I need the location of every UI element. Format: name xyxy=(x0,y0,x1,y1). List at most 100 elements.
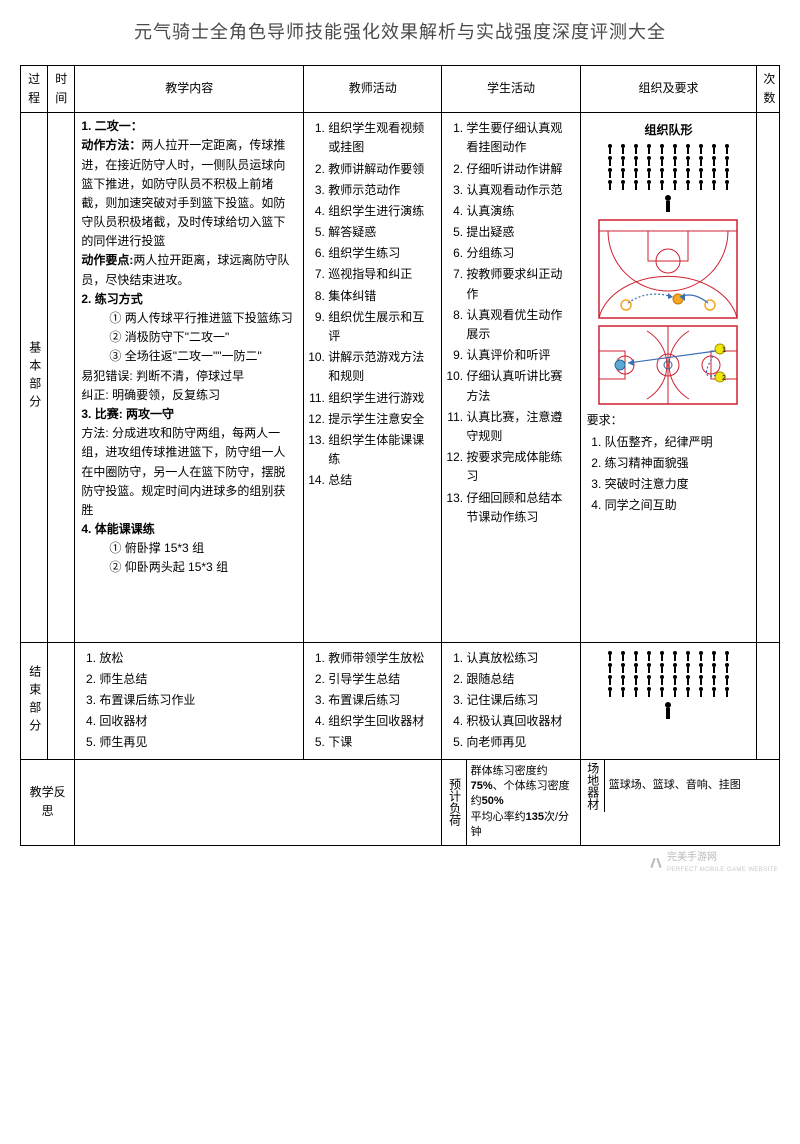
main-section-label: 基本部分 xyxy=(21,113,48,643)
list-item: 仔细认真听讲比赛方法 xyxy=(466,367,573,405)
list-item: 讲解示范游戏方法和规则 xyxy=(328,348,435,386)
list-item: 认真演练 xyxy=(466,202,573,221)
list-item: 突破时注意力度 xyxy=(605,475,751,494)
list-item: 师生再见 xyxy=(99,733,297,752)
list-item: 学生要仔细认真观看挂图动作 xyxy=(466,119,573,157)
list-item: 教师示范动作 xyxy=(328,181,435,200)
watermark-brand: 完美手游网 xyxy=(667,852,717,863)
h2-item-2: ② 消极防守下"二攻一" xyxy=(95,328,297,347)
col-teacher: 教师活动 xyxy=(304,65,442,112)
list-item: 巡视指导和纠正 xyxy=(328,265,435,284)
list-item: 总结 xyxy=(328,471,435,490)
h1-method-lbl: 动作方法： xyxy=(81,138,141,152)
end-content-cell: 放松师生总结布置课后练习作业回收器材师生再见 xyxy=(75,642,304,759)
list-item: 组织学生体能课课练 xyxy=(328,431,435,469)
list-item: 解答疑惑 xyxy=(328,223,435,242)
main-count-cell xyxy=(757,113,780,643)
h1-method: 两人拉开一定距离，传球推进，在接近防守人时，一侧队员运球向篮下推进，如防守队员不… xyxy=(81,138,285,248)
end-count-cell xyxy=(757,642,780,759)
list-item: 教师讲解动作要领 xyxy=(328,160,435,179)
list-item: 组织学生进行游戏 xyxy=(328,389,435,408)
list-item: 按要求完成体能练习 xyxy=(466,448,573,486)
formation-diagram: 组织队形 xyxy=(587,121,751,213)
requirements: 要求： 队伍整齐，纪律严明练习精神面貌强突破时注意力度同学之间互助 xyxy=(587,411,751,515)
header-row: 过程 时间 教学内容 教师活动 学生活动 组织及要求 次数 xyxy=(21,65,780,112)
court-diagram-2: 1 2 xyxy=(587,325,751,405)
watermark: 完美手游网 PERFECT MOBILE GAME WEBSITE xyxy=(649,850,778,876)
teacher-icon xyxy=(663,195,673,213)
list-item: 同学之间互助 xyxy=(605,496,751,515)
list-item: 认真观看优生动作展示 xyxy=(466,306,573,344)
list-item: 组织学生回收器材 xyxy=(328,712,435,731)
h3-method-lbl: 方法: xyxy=(81,426,108,440)
h2-item-1: ① 两人传球平行推进篮下投篮练习 xyxy=(95,309,297,328)
watermark-sub: PERFECT MOBILE GAME WEBSITE xyxy=(667,866,778,876)
list-item: 下课 xyxy=(328,733,435,752)
main-org-cell: 组织队形 xyxy=(580,113,757,643)
end-student-cell: 认真放松练习跟随总结记住课后练习积极认真回收器材向老师再见 xyxy=(442,642,580,759)
list-item: 向老师再见 xyxy=(466,733,573,752)
list-item: 仔细听讲动作讲解 xyxy=(466,160,573,179)
end-time-cell xyxy=(48,642,75,759)
h1: 1. 二攻一： xyxy=(81,119,142,133)
list-item: 组织优生展示和互评 xyxy=(328,308,435,346)
list-item: 认真观看动作示范 xyxy=(466,181,573,200)
err-lbl: 易犯错误: xyxy=(81,369,132,383)
h3: 3. 比赛: 两攻一守 xyxy=(81,407,174,421)
svg-text:2: 2 xyxy=(722,375,726,382)
col-org: 组织及要求 xyxy=(580,65,757,112)
list-item: 放松 xyxy=(99,649,297,668)
teacher-icon xyxy=(663,702,673,720)
list-item: 提示学生注意安全 xyxy=(328,410,435,429)
load-text: 群体练习密度约75%、个体练习密度约50%平均心率约135次/分钟 xyxy=(471,764,574,841)
col-time: 时间 xyxy=(48,65,75,112)
h2-item-3: ③ 全场往返"二攻一""一防二" xyxy=(95,347,297,366)
court-diagram-1 xyxy=(587,219,751,319)
list-item: 引导学生总结 xyxy=(328,670,435,689)
h1-points-lbl: 动作要点: xyxy=(81,253,133,267)
watermark-logo-icon xyxy=(649,856,663,870)
main-content-cell: 1. 二攻一： 动作方法：两人拉开一定距离，传球推进，在接近防守人时，一侧队员运… xyxy=(75,113,304,643)
list-item: 按教师要求纠正动作 xyxy=(466,265,573,303)
lesson-plan-table: 过程 时间 教学内容 教师活动 学生活动 组织及要求 次数 基本部分 1. 二攻… xyxy=(20,65,780,846)
list-item: 提出疑惑 xyxy=(466,223,573,242)
col-student: 学生活动 xyxy=(442,65,580,112)
list-item: 回收器材 xyxy=(99,712,297,731)
footer-row: 教学反思 预计负荷 群体练习密度约75%、个体练习密度约50%平均心率约135次… xyxy=(21,759,780,845)
end-section-row: 结束部分 放松师生总结布置课后练习作业回收器材师生再见 教师带领学生放松引导学生… xyxy=(21,642,780,759)
h4: 4. 体能课课练 xyxy=(81,520,297,539)
h2: 2. 练习方式 xyxy=(81,290,297,309)
load-label: 预计负荷 xyxy=(442,760,466,845)
end-formation xyxy=(587,651,751,720)
formation-title: 组织队形 xyxy=(587,121,751,140)
svg-text:1: 1 xyxy=(722,347,726,354)
list-item: 认真比赛，注意遵守规则 xyxy=(466,408,573,446)
list-item: 认真评价和听评 xyxy=(466,346,573,365)
list-item: 分组练习 xyxy=(466,244,573,263)
list-item: 队伍整齐，纪律严明 xyxy=(605,433,751,452)
fix-text: 明确要领，反复练习 xyxy=(112,388,220,402)
equip-text: 篮球场、篮球、音响、挂图 xyxy=(609,764,773,808)
col-count: 次数 xyxy=(757,65,780,112)
h3-method: 分成进攻和防守两组，每两人一组，进攻组传球推进篮下，防守组一人在中圈防守，另一人… xyxy=(81,426,285,517)
reflect-cell xyxy=(75,759,442,845)
main-teacher-cell: 组织学生观看视频或挂图教师讲解动作要领教师示范动作组织学生进行演练解答疑惑组织学… xyxy=(304,113,442,643)
end-teacher-cell: 教师带领学生放松引导学生总结布置课后练习组织学生回收器材下课 xyxy=(304,642,442,759)
end-org-cell xyxy=(580,642,757,759)
list-item: 仔细回顾和总结本节课动作练习 xyxy=(466,489,573,527)
list-item: 认真放松练习 xyxy=(466,649,573,668)
list-item: 布置课后练习作业 xyxy=(99,691,297,710)
h4-item-1: ① 俯卧撑 15*3 组 xyxy=(95,539,297,558)
fix-lbl: 纠正: xyxy=(81,388,108,402)
equip-label: 场地器材 xyxy=(581,760,605,812)
main-time-cell xyxy=(48,113,75,643)
reflect-label: 教学反思 xyxy=(21,759,75,845)
list-item: 教师带领学生放松 xyxy=(328,649,435,668)
col-content: 教学内容 xyxy=(75,65,304,112)
main-section-row: 基本部分 1. 二攻一： 动作方法：两人拉开一定距离，传球推进，在接近防守人时，… xyxy=(21,113,780,643)
list-item: 组织学生练习 xyxy=(328,244,435,263)
list-item: 布置课后练习 xyxy=(328,691,435,710)
list-item: 组织学生进行演练 xyxy=(328,202,435,221)
list-item: 积极认真回收器材 xyxy=(466,712,573,731)
list-item: 师生总结 xyxy=(99,670,297,689)
